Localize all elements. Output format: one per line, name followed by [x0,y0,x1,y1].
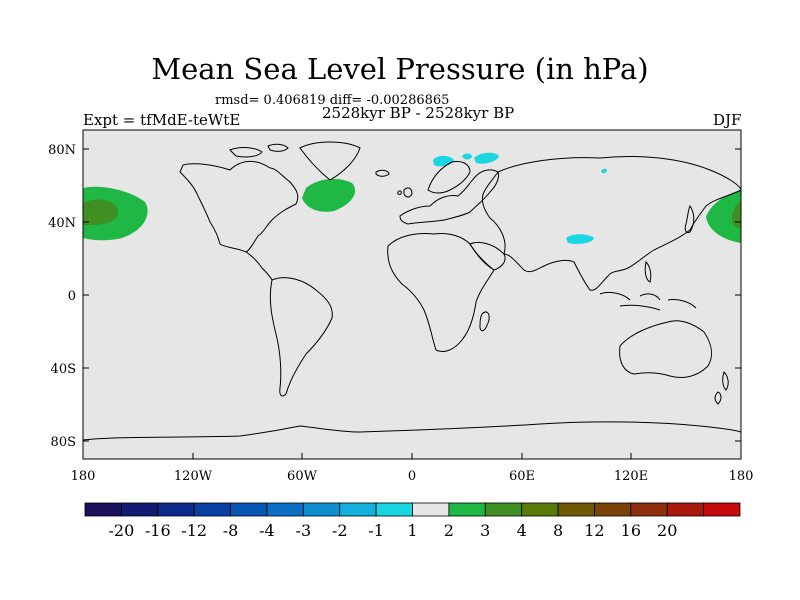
anomaly-north-atlantic [302,178,356,212]
page-title: Mean Sea Level Pressure (in hPa) [151,52,649,86]
coast-philippines [644,260,652,283]
lon-label: 120W [174,469,213,484]
anomaly-north-pacific-east [706,190,741,243]
lon-label: 180 [729,469,754,484]
coast-antarctica [83,421,741,441]
coast-asia [481,156,741,291]
colorbar-swatch [412,502,450,517]
coast-japan [684,205,695,233]
colorbar-label: -12 [181,521,207,540]
colorbar-label: 4 [517,521,527,540]
anomaly-tibet [566,234,594,244]
coast-north-america [179,161,299,253]
colorbar-label: 1 [407,521,417,540]
colorbar-swatch [375,502,413,517]
colorbar-swatch [157,502,195,517]
coast-british-isles [397,187,413,198]
experiment-label: Expt = tfMdE-teWtE [83,111,241,129]
colorbar-swatch [448,502,486,517]
colorbar-swatch [230,502,268,517]
colorbar-label: 20 [657,521,677,540]
lon-ticks [82,453,742,459]
colorbar-swatch [666,502,705,517]
colorbar-swatch [266,502,304,517]
anomaly-north-pacific-west-core [83,199,119,226]
colorbar-label: 3 [480,521,490,540]
anomaly-scandinavia-3 [462,153,472,160]
colorbar-label: -4 [259,521,275,540]
period-label: 2528kyr BP - 2528kyr BP [322,104,515,122]
colorbar-label: 2 [444,521,454,540]
coast-madagascar [479,311,490,332]
lat-labels: 80N 40N 0 40S 80S [48,143,76,450]
colorbar-swatch [703,502,741,517]
colorbar-label: -3 [296,521,312,540]
lon-label: 0 [408,469,416,484]
lon-label: 60W [287,469,318,484]
lat-label: 40N [48,216,76,231]
coast-africa [387,233,495,353]
lat-label: 40S [51,362,76,377]
coastlines [83,141,741,441]
colorbar-swatch [594,502,632,517]
colorbar-swatch [193,502,231,517]
colorbar-swatch [339,502,377,517]
map-background [83,130,741,459]
colorbar-swatch [84,502,122,517]
lon-labels: 180 120W 60W 0 60E 120E 180 [71,469,754,484]
anomaly-scandinavia-2 [474,152,499,164]
colorbar-swatch [302,502,341,517]
coast-europe [399,169,499,225]
coast-new-zealand [714,371,729,405]
anomaly-north-pacific-east-core [731,200,741,228]
colorbar-labels: -20 -16 -12 -8 -4 -3 -2 -1 1 2 3 4 8 12 16 20 [109,521,678,540]
colorbar-label: 8 [553,521,563,540]
lat-label: 80N [48,143,76,158]
coast-australia [619,320,712,379]
colorbar-label: -1 [368,521,384,540]
coast-greenland [299,141,361,181]
colorbar-label: -2 [332,521,348,540]
coast-south-america [269,277,333,397]
coast-arctic-islands [229,143,289,158]
lat-label: 0 [68,289,76,304]
coast-central-america [245,251,273,281]
anomaly-siberia [601,168,607,174]
colorbar-label: 16 [621,521,641,540]
coast-scandinavia [427,161,471,194]
lat-label: 80S [51,435,76,450]
lat-ticks [83,148,741,442]
lon-label: 180 [71,469,96,484]
season-label: DJF [713,111,742,129]
colorbar-label: -16 [145,521,171,540]
colorbar-swatch [630,502,668,517]
colorbar-swatch [484,502,523,517]
coast-arabia [469,241,506,271]
coast-iceland [375,169,390,177]
colorbar [84,502,741,517]
lon-label: 60E [509,469,535,484]
colorbar-label: 12 [584,521,604,540]
stats-label: rmsd= 0.406819 diff= -0.00286865 [215,93,450,108]
colorbar-swatch [521,502,559,517]
colorbar-label: -20 [109,521,135,540]
anomaly-layer [83,152,741,244]
colorbar-swatch [120,502,159,517]
colorbar-swatch [557,502,595,517]
coast-indonesia [599,291,697,311]
lon-label: 120E [614,469,648,484]
colorbar-label: -8 [223,521,239,540]
